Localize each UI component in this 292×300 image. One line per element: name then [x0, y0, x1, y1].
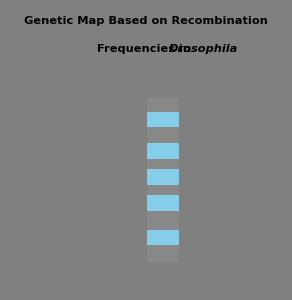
- Bar: [146, 195, 180, 211]
- Bar: [146, 230, 180, 245]
- Bar: [146, 112, 180, 127]
- Bar: [146, 98, 180, 262]
- Text: Drosophila: Drosophila: [169, 44, 239, 54]
- Bar: [146, 169, 180, 185]
- Text: Genetic Map Based on Recombination: Genetic Map Based on Recombination: [24, 16, 268, 26]
- Text: Frequencies in ⁠⁠⁠⁠⁠⁠⁠⁠⁠⁠: Frequencies in ⁠⁠⁠⁠⁠⁠⁠⁠⁠⁠: [97, 44, 195, 54]
- Bar: [146, 143, 180, 158]
